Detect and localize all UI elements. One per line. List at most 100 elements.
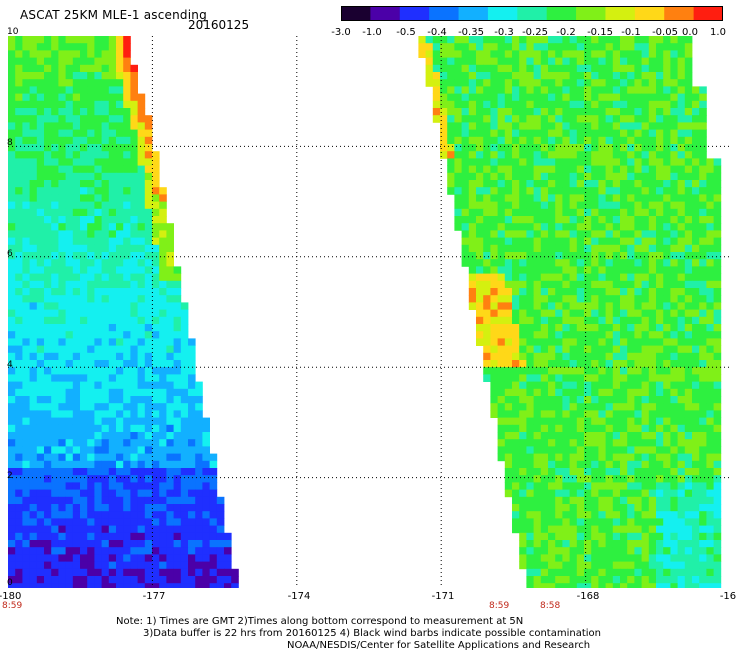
wind-cell [540, 345, 549, 354]
wind-cell [123, 295, 131, 303]
wind-cell [476, 259, 484, 267]
wind-cell [15, 115, 23, 123]
wind-cell [15, 43, 23, 51]
wind-cell [519, 403, 527, 411]
wind-cell [101, 108, 110, 116]
wind-cell [656, 266, 664, 274]
wind-cell [80, 396, 88, 404]
wind-cell [116, 403, 124, 411]
wind-cell [605, 468, 614, 476]
wind-cell [130, 583, 138, 588]
wind-cell [641, 273, 650, 282]
wind-cell [713, 583, 722, 588]
wind-cell [51, 57, 59, 66]
wind-cell [569, 403, 578, 411]
wind-cell [576, 482, 585, 490]
wind-cell [598, 273, 606, 282]
wind-cell [80, 288, 88, 296]
wind-cell [137, 216, 146, 224]
wind-cell [15, 410, 23, 418]
wind-cell [152, 259, 160, 267]
wind-cell [94, 266, 102, 274]
wind-cell [591, 230, 599, 238]
wind-cell [605, 237, 614, 246]
wind-cell [648, 50, 657, 58]
wind-cell [605, 273, 614, 282]
wind-cell [166, 352, 174, 361]
wind-cell [692, 280, 700, 289]
wind-cell [569, 36, 578, 44]
wind-cell [468, 201, 477, 210]
wind-cell [173, 432, 182, 440]
wind-cell [656, 237, 664, 246]
wind-cell [641, 360, 650, 368]
wind-cell [202, 547, 210, 555]
wind-cell [620, 468, 628, 476]
wind-cell [94, 129, 102, 138]
wind-cell [137, 547, 146, 555]
wind-cell [512, 374, 520, 382]
wind-cell [598, 144, 606, 152]
wind-cell [598, 208, 606, 217]
wind-cell [670, 79, 678, 87]
wind-cell [612, 576, 621, 584]
wind-cell [72, 309, 81, 318]
wind-cell [123, 100, 131, 109]
wind-cell [159, 417, 167, 426]
wind-cell [137, 518, 146, 526]
wind-cell [188, 417, 196, 426]
wind-cell [512, 352, 520, 361]
wind-cell [202, 468, 210, 476]
wind-cell [569, 180, 578, 188]
wind-cell [634, 115, 642, 123]
wind-cell [15, 165, 23, 174]
wind-cell [80, 338, 88, 346]
wind-cell [504, 172, 513, 181]
wind-cell [598, 561, 606, 570]
wind-cell [123, 504, 131, 512]
wind-cell [526, 453, 534, 462]
wind-cell [533, 396, 542, 404]
wind-cell [684, 568, 693, 577]
wind-cell [8, 237, 16, 246]
wind-cell [692, 403, 700, 411]
wind-cell [627, 417, 635, 426]
wind-cell [584, 64, 592, 73]
wind-cell [620, 568, 628, 577]
wind-cell [72, 208, 81, 217]
wind-cell [87, 453, 95, 462]
wind-cell [29, 309, 38, 318]
wind-cell [598, 568, 606, 577]
wind-cell [620, 288, 628, 296]
wind-cell [684, 273, 693, 282]
wind-cell [598, 439, 606, 447]
wind-cell [94, 388, 102, 397]
wind-cell [72, 316, 81, 325]
wind-cell [526, 86, 534, 94]
wind-cell [612, 381, 621, 390]
wind-cell [116, 302, 124, 310]
wind-cell [87, 396, 95, 404]
wind-cell [663, 79, 671, 87]
wind-cell [461, 216, 470, 224]
wind-cell [58, 518, 66, 526]
wind-cell [699, 568, 707, 577]
wind-cell [152, 223, 160, 231]
wind-cell [713, 532, 722, 541]
wind-cell [584, 180, 592, 188]
wind-cell [555, 568, 563, 577]
wind-cell [108, 576, 117, 584]
wind-cell [605, 57, 614, 66]
wind-cell [29, 230, 38, 238]
wind-cell [548, 367, 556, 375]
wind-cell [663, 43, 671, 51]
wind-cell [519, 115, 527, 123]
wind-cell [612, 158, 621, 166]
wind-cell [490, 374, 498, 382]
wind-cell [670, 547, 678, 555]
wind-cell [612, 367, 621, 375]
wind-cell [533, 388, 542, 397]
wind-cell [684, 367, 693, 375]
wind-cell [476, 216, 484, 224]
wind-cell [87, 208, 95, 217]
